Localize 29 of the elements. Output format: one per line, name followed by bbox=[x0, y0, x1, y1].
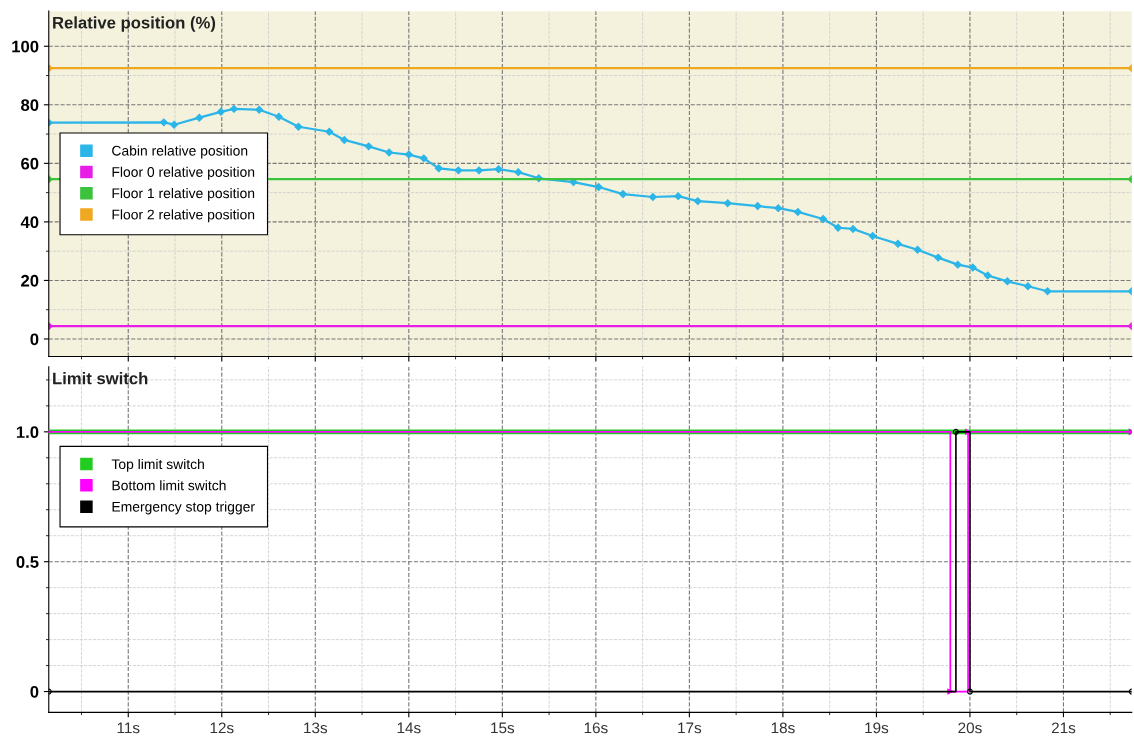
y-tick-label: 60 bbox=[21, 157, 39, 170]
legend-label: Floor 0 relative position bbox=[112, 166, 255, 180]
x-tick-label: 18s bbox=[771, 722, 795, 734]
y-tick-label: 20 bbox=[21, 274, 39, 287]
x-tick-label: 17s bbox=[678, 722, 702, 734]
legend-label: Floor 1 relative position bbox=[112, 188, 255, 201]
x-tick-label: 13s bbox=[304, 722, 328, 734]
x-tick-label: 21s bbox=[1051, 722, 1076, 734]
legend-label: Emergency stop trigger bbox=[112, 501, 255, 515]
y-tick-label: 1.0 bbox=[16, 426, 39, 439]
y-tick-label: 0 bbox=[30, 333, 39, 346]
y-tick-label: 0.5 bbox=[16, 556, 39, 568]
y-tick-label: 0 bbox=[30, 685, 39, 698]
legend-label: Bottom limit switch bbox=[112, 480, 226, 491]
legend-label: Top limit switch bbox=[111, 458, 204, 472]
y-tick-label: 100 bbox=[12, 40, 39, 53]
x-tick-label: 15s bbox=[491, 722, 515, 734]
x-tick-label: 19s bbox=[865, 722, 889, 734]
x-tick-label: 20s bbox=[958, 722, 982, 734]
x-tick-label: 16s bbox=[584, 722, 608, 734]
legend-label: Floor 2 relative position bbox=[112, 209, 255, 223]
y-axis-title: Relative position (%) bbox=[53, 16, 216, 32]
x-tick-label: 14s bbox=[397, 722, 421, 734]
x-tick-label: 11s bbox=[117, 722, 140, 734]
y-tick-label: 40 bbox=[20, 216, 39, 229]
y-axis-title: Limit switch bbox=[53, 372, 148, 385]
legend-label: Cabin relative position bbox=[112, 145, 248, 159]
y-tick-label: 80 bbox=[21, 99, 39, 111]
x-tick-label: 12s bbox=[210, 722, 234, 734]
